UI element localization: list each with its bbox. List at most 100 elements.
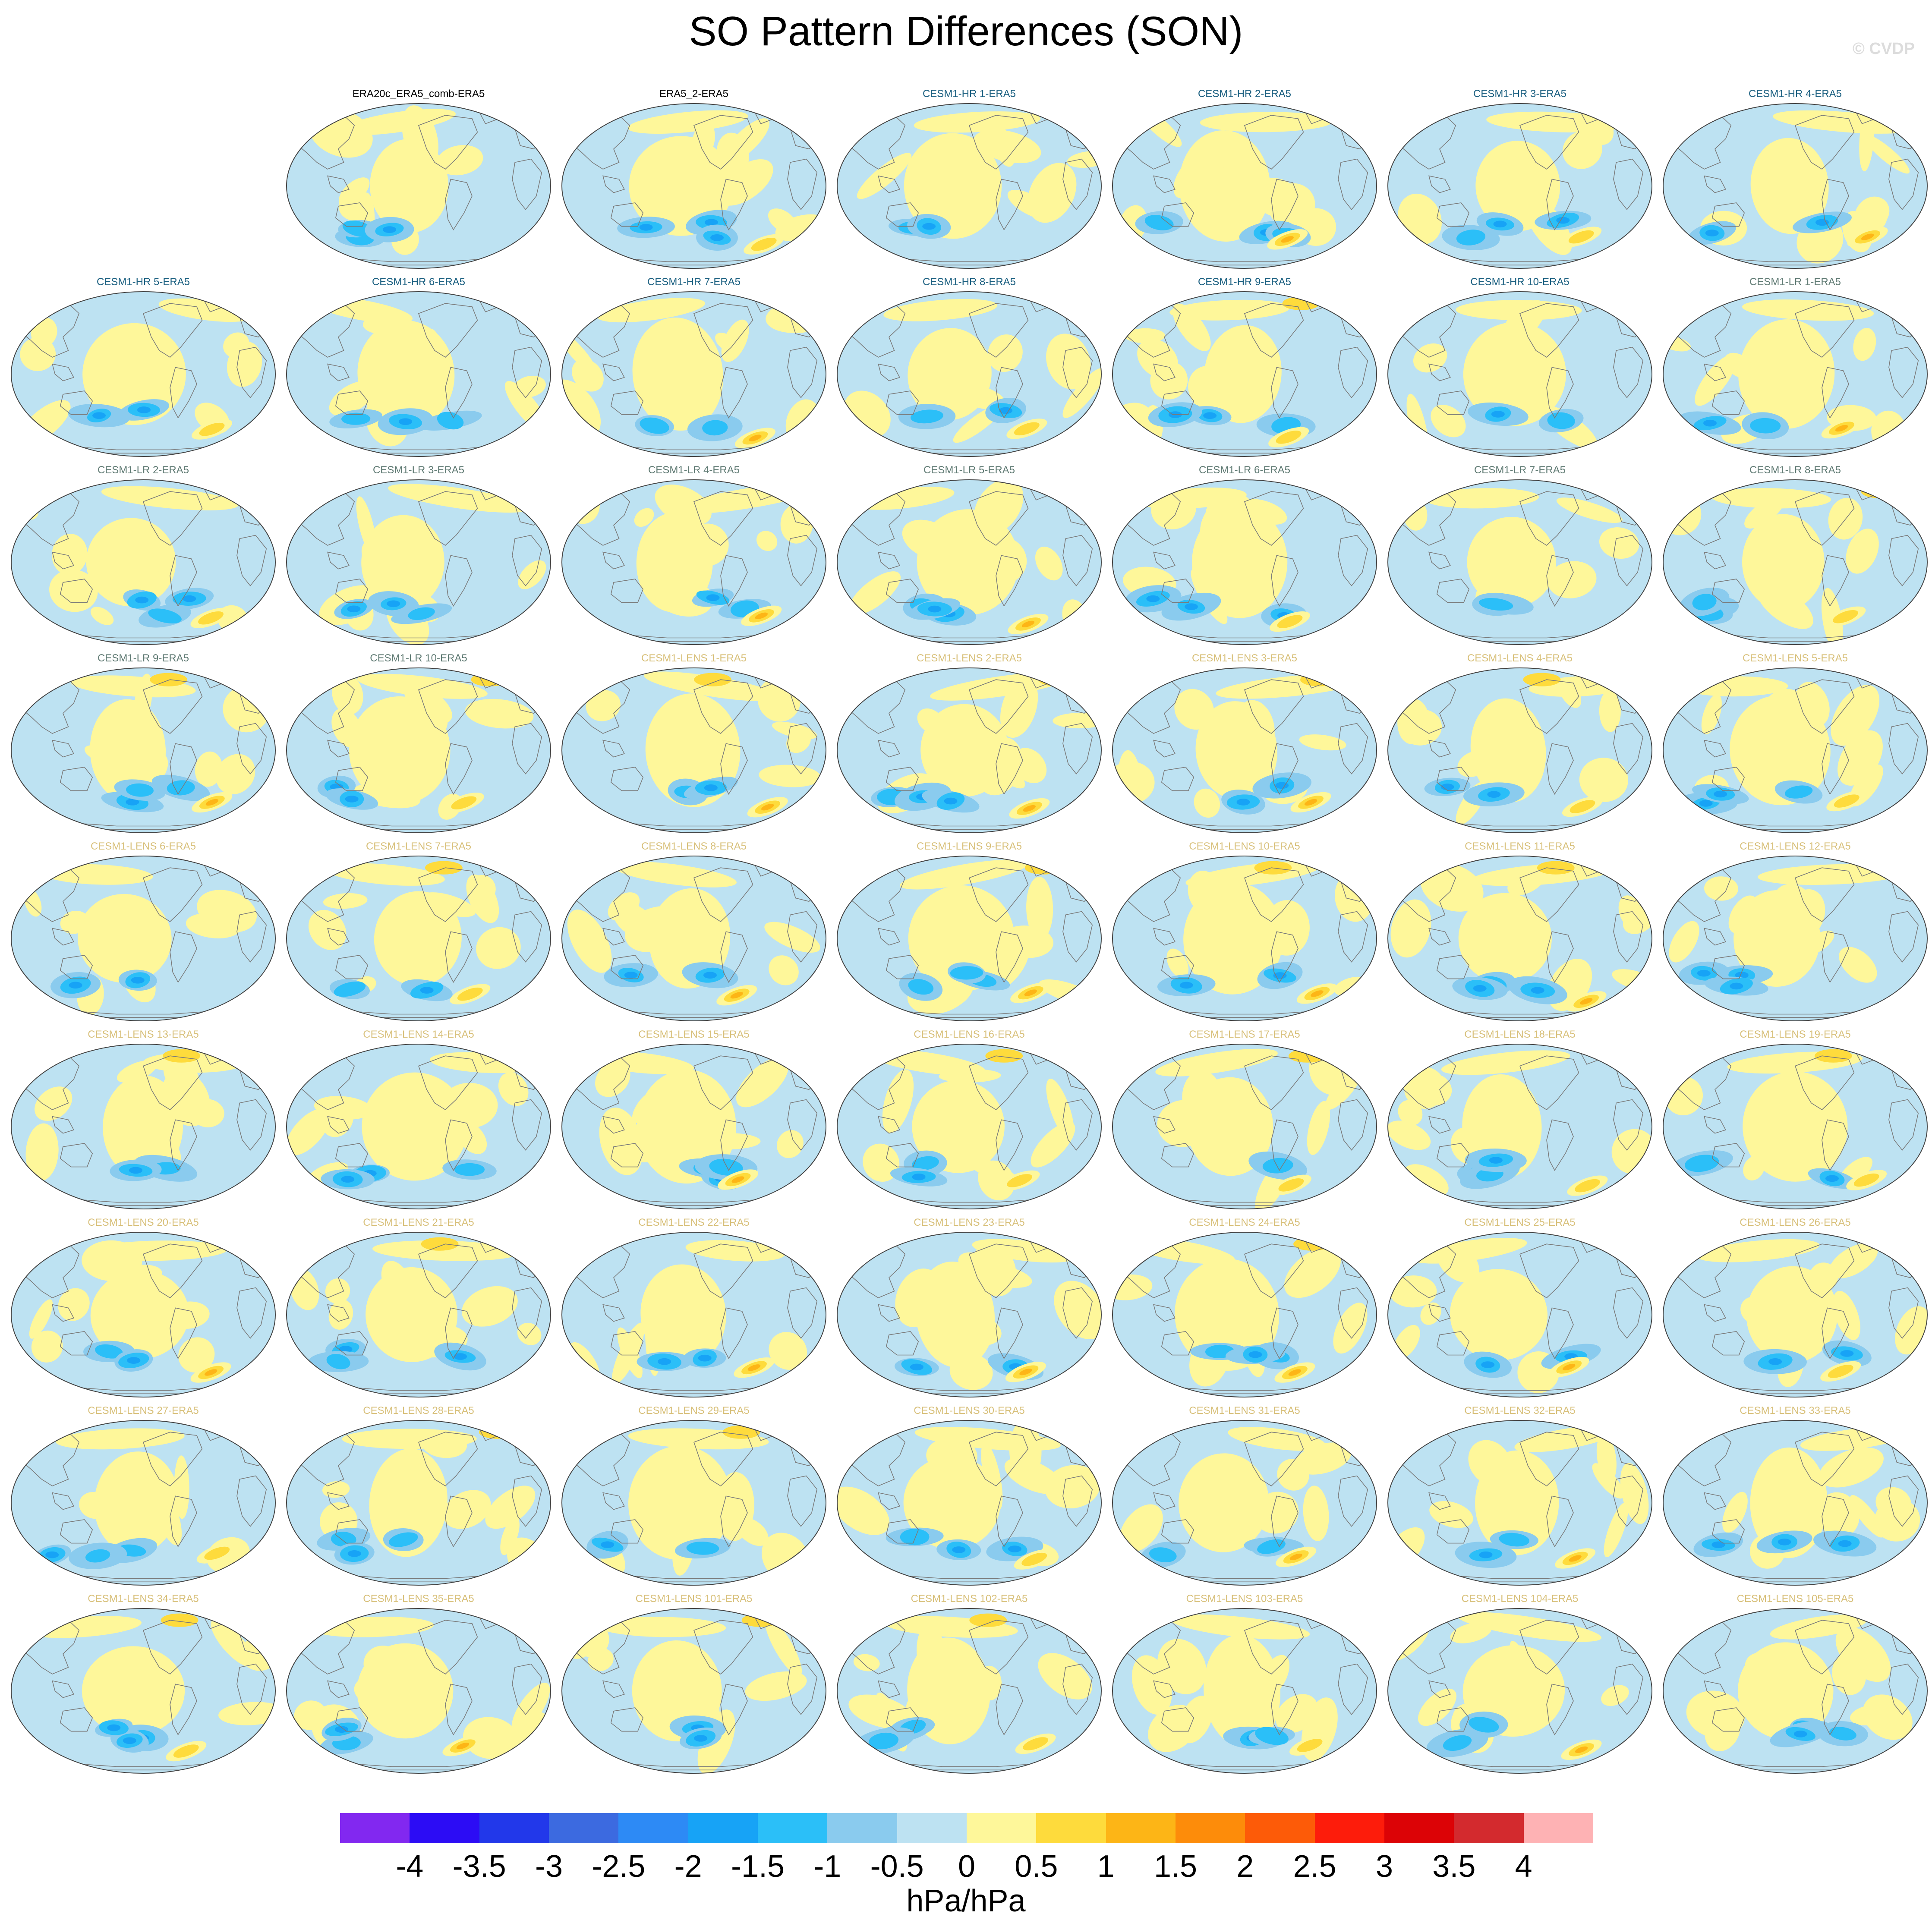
- panel-label: ERA5_2-ERA5: [659, 88, 729, 100]
- panel-label: CESM1-HR 2-ERA5: [1198, 88, 1292, 100]
- map-panel: CESM1-LENS 12-ERA5: [1657, 840, 1932, 1026]
- panel-label: CESM1-LR 4-ERA5: [648, 464, 740, 476]
- map-field: [286, 856, 551, 1021]
- map-panel: CESM1-HR 10-ERA5: [1382, 276, 1658, 462]
- panel-label: CESM1-LENS 15-ERA5: [638, 1029, 750, 1040]
- map-panel: CESM1-LENS 34-ERA5: [5, 1593, 281, 1778]
- colorbar-tick-label: 4: [1515, 1849, 1532, 1884]
- map-field: [11, 1232, 276, 1398]
- map-panel: CESM1-LENS 5-ERA5: [1657, 652, 1932, 838]
- map-panel: CESM1-HR 4-ERA5: [1657, 88, 1932, 274]
- colorbar-tick-label: 0.5: [1015, 1849, 1058, 1884]
- map-field: [1112, 856, 1377, 1021]
- panel-label: CESM1-LR 9-ERA5: [97, 652, 189, 664]
- map-field: [1663, 291, 1928, 457]
- map-field: [1112, 1420, 1377, 1586]
- panel-label: CESM1-LENS 104-ERA5: [1461, 1593, 1579, 1605]
- panel-label: CESM1-LENS 14-ERA5: [363, 1029, 474, 1040]
- map-panel: CESM1-LENS 6-ERA5: [5, 840, 281, 1026]
- map-field: [1387, 479, 1652, 645]
- map-panel: CESM1-LENS 102-ERA5: [831, 1593, 1107, 1778]
- colorbar-swatch: [688, 1813, 758, 1843]
- map-field: [11, 1608, 276, 1774]
- map-field: [286, 1420, 551, 1586]
- panel-label: CESM1-LENS 12-ERA5: [1740, 840, 1851, 852]
- map-panel: CESM1-LENS 1-ERA5: [556, 652, 832, 838]
- colorbar-swatch: [1106, 1813, 1176, 1843]
- panel-label: CESM1-LR 8-ERA5: [1749, 464, 1841, 476]
- map-panel: CESM1-HR 6-ERA5: [281, 276, 557, 462]
- colorbar-swatch: [897, 1813, 967, 1843]
- colorbar-swatch: [618, 1813, 689, 1843]
- map-panel: CESM1-LENS 3-ERA5: [1106, 652, 1383, 838]
- panel-label: CESM1-LENS 1-ERA5: [641, 652, 747, 664]
- map-panel: CESM1-LENS 9-ERA5: [831, 840, 1107, 1026]
- panel-label: CESM1-LENS 30-ERA5: [914, 1405, 1025, 1416]
- map-field: [1387, 1044, 1652, 1209]
- map-panel: CESM1-LENS 25-ERA5: [1382, 1217, 1658, 1402]
- map-field: [1663, 1420, 1928, 1586]
- map-field: [1663, 479, 1928, 645]
- colorbar-tick-label: -1: [813, 1849, 842, 1884]
- map-panel: CESM1-LENS 4-ERA5: [1382, 652, 1658, 838]
- map-panel: CESM1-LENS 35-ERA5: [281, 1593, 557, 1778]
- map-panel: CESM1-LENS 27-ERA5: [5, 1405, 281, 1590]
- map-panel: CESM1-LENS 10-ERA5: [1106, 840, 1383, 1026]
- map-field: [1663, 1608, 1928, 1774]
- panel-label: CESM1-LENS 26-ERA5: [1740, 1217, 1851, 1228]
- colorbar-swatch: [410, 1813, 480, 1843]
- panel-label: CESM1-LENS 33-ERA5: [1740, 1405, 1851, 1416]
- map-panel: CESM1-LR 4-ERA5: [556, 464, 832, 650]
- colorbar-swatch: [549, 1813, 619, 1843]
- map-panel: CESM1-LENS 21-ERA5: [281, 1217, 557, 1402]
- panel-label: CESM1-LENS 101-ERA5: [635, 1593, 753, 1605]
- panel-label: CESM1-LENS 6-ERA5: [90, 840, 196, 852]
- map-field: [11, 479, 276, 645]
- colorbar-units: hPa/hPa: [906, 1884, 1026, 1918]
- map-field: [1112, 667, 1377, 833]
- map-panel: CESM1-LENS 15-ERA5: [556, 1029, 832, 1214]
- panel-label: CESM1-LENS 20-ERA5: [88, 1217, 199, 1228]
- panel-label: CESM1-LENS 9-ERA5: [916, 840, 1022, 852]
- colorbar-tick-label: 0: [958, 1849, 976, 1884]
- colorbar-tick-label: 1.5: [1154, 1849, 1198, 1884]
- map-panel: CESM1-LENS 14-ERA5: [281, 1029, 557, 1214]
- panel-label: CESM1-LENS 2-ERA5: [916, 652, 1022, 664]
- panel-label: CESM1-LENS 21-ERA5: [363, 1217, 474, 1228]
- map-panel: CESM1-HR 7-ERA5: [556, 276, 832, 462]
- panel-label: CESM1-LR 2-ERA5: [97, 464, 189, 476]
- map-field: [837, 479, 1102, 645]
- map-field: [1112, 479, 1377, 645]
- panel-label: CESM1-LENS 25-ERA5: [1464, 1217, 1576, 1228]
- map-field: [1387, 1232, 1652, 1398]
- map-field: [11, 1044, 276, 1209]
- map-panel: CESM1-LENS 2-ERA5: [831, 652, 1107, 838]
- panel-label: CESM1-LENS 16-ERA5: [914, 1029, 1025, 1040]
- map-panel: CESM1-HR 9-ERA5: [1106, 276, 1383, 462]
- map-panel-grid: ERA20c_ERA5_comb-ERA5 ERA5_2-ERA5 CESM1-HR…: [5, 88, 1932, 1778]
- map-panel: CESM1-LENS 103-ERA5: [1106, 1593, 1383, 1778]
- map-field: [1663, 1232, 1928, 1398]
- colorbar-swatch: [1384, 1813, 1454, 1843]
- map-field: [286, 103, 551, 269]
- panel-label: CESM1-LENS 102-ERA5: [911, 1593, 1028, 1605]
- map-panel: CESM1-LENS 8-ERA5: [556, 840, 832, 1026]
- colorbar-tick-label: 2.5: [1293, 1849, 1336, 1884]
- map-field: [1112, 291, 1377, 457]
- map-panel: CESM1-LENS 29-ERA5: [556, 1405, 832, 1590]
- map-panel: CESM1-LENS 22-ERA5: [556, 1217, 832, 1402]
- map-panel: CESM1-LENS 16-ERA5: [831, 1029, 1107, 1214]
- colorbar-swatch: [1523, 1813, 1594, 1843]
- map-panel: CESM1-LENS 17-ERA5: [1106, 1029, 1383, 1214]
- map-field: [286, 1044, 551, 1209]
- panel-label: CESM1-LR 10-ERA5: [370, 652, 467, 664]
- map-field: [286, 479, 551, 645]
- map-panel: CESM1-LR 7-ERA5: [1382, 464, 1658, 650]
- map-panel: CESM1-LR 8-ERA5: [1657, 464, 1932, 650]
- colorbar-swatch: [1454, 1813, 1524, 1843]
- map-panel: CESM1-LENS 30-ERA5: [831, 1405, 1107, 1590]
- panel-label: CESM1-LENS 5-ERA5: [1742, 652, 1848, 664]
- map-field: [1387, 1420, 1652, 1586]
- map-panel: CESM1-LENS 11-ERA5: [1382, 840, 1658, 1026]
- panel-label: CESM1-LR 5-ERA5: [923, 464, 1015, 476]
